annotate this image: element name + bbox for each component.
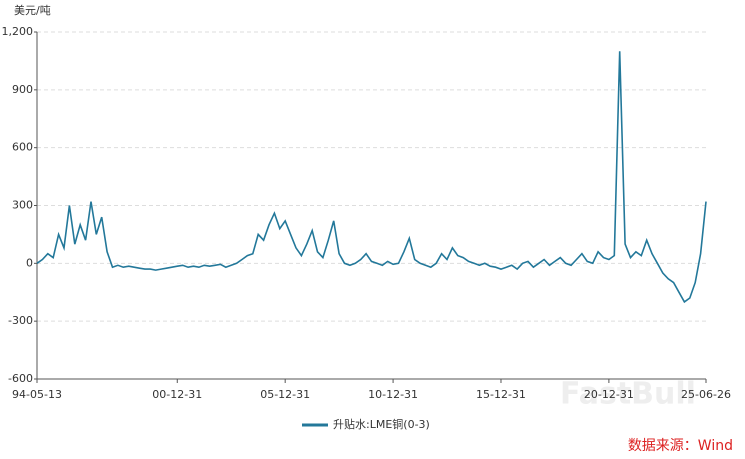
x-tick-label: 10-12-31 [368, 388, 418, 401]
x-tick-label: 05-12-31 [260, 388, 310, 401]
y-axis-label: 美元/吨 [14, 4, 51, 17]
source: 数据来源：Wind [628, 438, 733, 454]
x-tick-label: 00-12-31 [152, 388, 202, 401]
y-tick-label: -300 [8, 314, 33, 327]
y-tick-label: 900 [12, 83, 33, 96]
y-tick-label: 600 [12, 141, 33, 154]
y-tick-label: 300 [12, 199, 33, 212]
x-tick-label: 94-05-13 [12, 388, 62, 401]
legend-label: 升贴水:LME铜(0-3) [333, 417, 430, 431]
y-tick-label: 0 [26, 256, 33, 269]
x-tick-label: 15-12-31 [476, 388, 526, 401]
y-tick-label: 1,200 [2, 25, 34, 38]
x-tick-label: 20-12-31 [584, 388, 634, 401]
watermark: FastBull [560, 377, 696, 412]
y-tick-label: -600 [8, 372, 33, 385]
line [36, 51, 707, 304]
x-tick-label: 25-06-26 [681, 388, 731, 401]
